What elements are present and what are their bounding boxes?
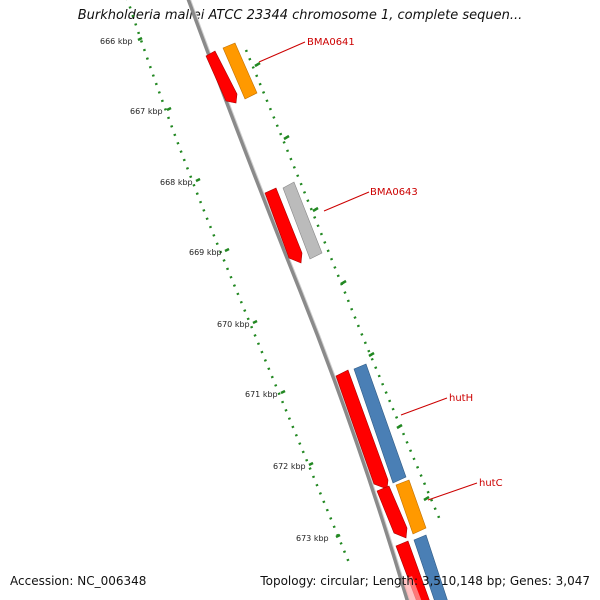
- sequence-stats: Topology: circular; Length: 3,510,148 bp…: [260, 574, 590, 588]
- tick-mark: [312, 206, 319, 213]
- tick-mark: [195, 177, 201, 183]
- cds-feature[interactable]: [335, 369, 389, 490]
- accession-label: Accession:: [10, 574, 74, 588]
- gene-feature-bma0643[interactable]: [282, 181, 323, 260]
- cds-feature[interactable]: [376, 485, 408, 539]
- label-leaders: [258, 41, 478, 501]
- leader-line: [400, 397, 448, 416]
- length-value: 3,510,148 bp: [421, 574, 502, 588]
- tick-mark: [137, 36, 143, 42]
- gene-label-huth[interactable]: hutH: [449, 393, 473, 404]
- outer-tick-ring: [244, 49, 442, 521]
- tick-mark: [396, 423, 403, 430]
- cds-feature[interactable]: [264, 187, 303, 264]
- gene-features[interactable]: [205, 42, 448, 600]
- cds-feature[interactable]: [205, 50, 238, 104]
- tick-label: 666 kbp: [100, 37, 133, 46]
- tick-mark: [252, 319, 258, 325]
- gene-feature-hutc[interactable]: [395, 479, 427, 535]
- tick-label: 669 kbp: [189, 248, 222, 257]
- tick-labels: 666 kbp 667 kbp 668 kbp 669 kbp 670 kbp …: [100, 37, 329, 543]
- leader-line: [258, 41, 306, 63]
- tick-label: 670 kbp: [217, 320, 250, 329]
- map-title: Burkholderia mallei ATCC 23344 chromosom…: [77, 8, 523, 23]
- tick-label: 667 kbp: [130, 107, 163, 116]
- gene-feature-huth[interactable]: [353, 363, 407, 484]
- genes-value: 3,047: [555, 574, 590, 588]
- tick-mark: [254, 61, 261, 68]
- separator: ;: [364, 574, 373, 588]
- tick-mark: [224, 247, 230, 253]
- tick-label: 671 kbp: [245, 390, 278, 399]
- major-ticks: [137, 36, 430, 539]
- gene-label-bma0641[interactable]: BMA0641: [307, 37, 355, 48]
- gene-labels[interactable]: BMA0641 BMA0643 hutH hutC: [307, 37, 503, 489]
- accession-value: NC_006348: [77, 574, 147, 588]
- tick-mark: [280, 389, 286, 395]
- gene-feature[interactable]: [413, 534, 448, 600]
- tick-mark: [335, 533, 341, 539]
- topology-value: circular: [320, 574, 365, 588]
- gene-feature-faded: [402, 576, 422, 600]
- genes-label: Genes:: [509, 574, 552, 588]
- separator: ;: [501, 574, 510, 588]
- tick-mark: [368, 351, 375, 358]
- tick-mark: [340, 279, 347, 286]
- length-label: Length:: [372, 574, 419, 588]
- topology-label: Topology:: [260, 574, 317, 588]
- gene-label-bma0643[interactable]: BMA0643: [370, 187, 418, 198]
- gene-feature-bma0641[interactable]: [222, 42, 258, 100]
- gene-label-hutc[interactable]: hutC: [479, 478, 503, 489]
- tick-mark: [166, 106, 172, 112]
- leader-line: [323, 191, 370, 212]
- inner-tick-ring: [126, 0, 352, 566]
- tick-mark: [308, 461, 314, 467]
- tick-label: 672 kbp: [273, 462, 306, 471]
- tick-label: 673 kbp: [296, 534, 329, 543]
- tick-mark: [283, 134, 290, 141]
- tick-label: 668 kbp: [160, 178, 193, 187]
- accession-info: Accession: NC_006348: [10, 574, 146, 588]
- tick-mark: [423, 495, 430, 502]
- leader-line: [427, 482, 478, 501]
